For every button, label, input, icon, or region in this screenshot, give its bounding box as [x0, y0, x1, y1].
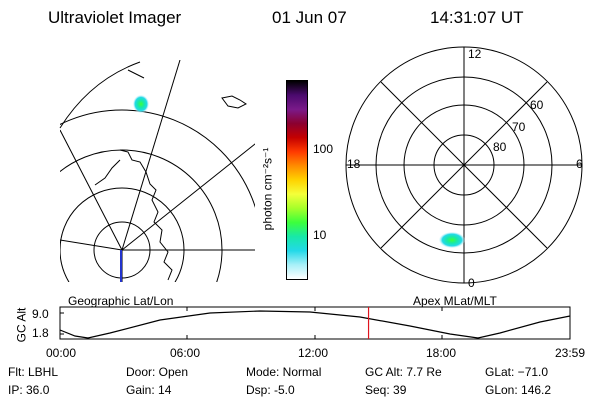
mlt-label-12: 12 [468, 47, 482, 61]
timeline-xtick-4: 23:59 [555, 346, 586, 360]
mlt-label-0: 0 [468, 276, 475, 290]
info-glon: GLon: 146.2 [485, 383, 552, 397]
info-gain: Gain: 14 [126, 383, 172, 397]
timeline-xtick-0: 00:00 [46, 346, 77, 360]
timeline-ticks [59, 307, 571, 339]
info-door: Door: Open [126, 365, 189, 379]
polar-panel-label: Apex MLat/MLT [413, 294, 497, 308]
info-seq: Seq: 39 [365, 383, 407, 397]
info-gc-alt: GC Alt: 7.7 Re [365, 365, 442, 379]
info-mode: Mode: Normal [246, 365, 322, 379]
date-label: 01 Jun 07 [272, 8, 347, 27]
globe-limb [59, 61, 141, 129]
mlat-label-60: 60 [530, 98, 544, 112]
colorbar-tick-100: 100 [313, 142, 334, 156]
polar-aurora-spot [439, 232, 465, 248]
time-label: 14:31:07 UT [430, 8, 524, 27]
timeline-xtick-1: 06:00 [170, 346, 201, 360]
colorbar [286, 80, 308, 280]
geo-aurora-spot [133, 95, 149, 113]
timeline-ytick-low: 1.8 [32, 326, 49, 340]
polar-diag-2 [380, 81, 548, 249]
timeline-xtick-3: 18:00 [426, 346, 457, 360]
mlt-label-6: 6 [576, 157, 583, 171]
mlat-label-80: 80 [493, 140, 507, 154]
colorbar-tick-10: 10 [313, 228, 327, 242]
info-filter: Flt: LBHL [8, 365, 59, 379]
altitude-curve [59, 310, 571, 339]
info-dsp: Dsp: -5.0 [246, 383, 295, 397]
mlat-label-70: 70 [512, 120, 526, 134]
timeline-xtick-2: 12:00 [298, 346, 329, 360]
timeline-ytick-high: 9.0 [32, 307, 49, 321]
mlt-label-18: 18 [347, 157, 361, 171]
app-title: Ultraviolet Imager [48, 8, 182, 27]
info-glat: GLat: −71.0 [485, 365, 549, 379]
geo-panel-label: Geographic Lat/Lon [68, 294, 174, 308]
info-ip: IP: 36.0 [8, 383, 50, 397]
